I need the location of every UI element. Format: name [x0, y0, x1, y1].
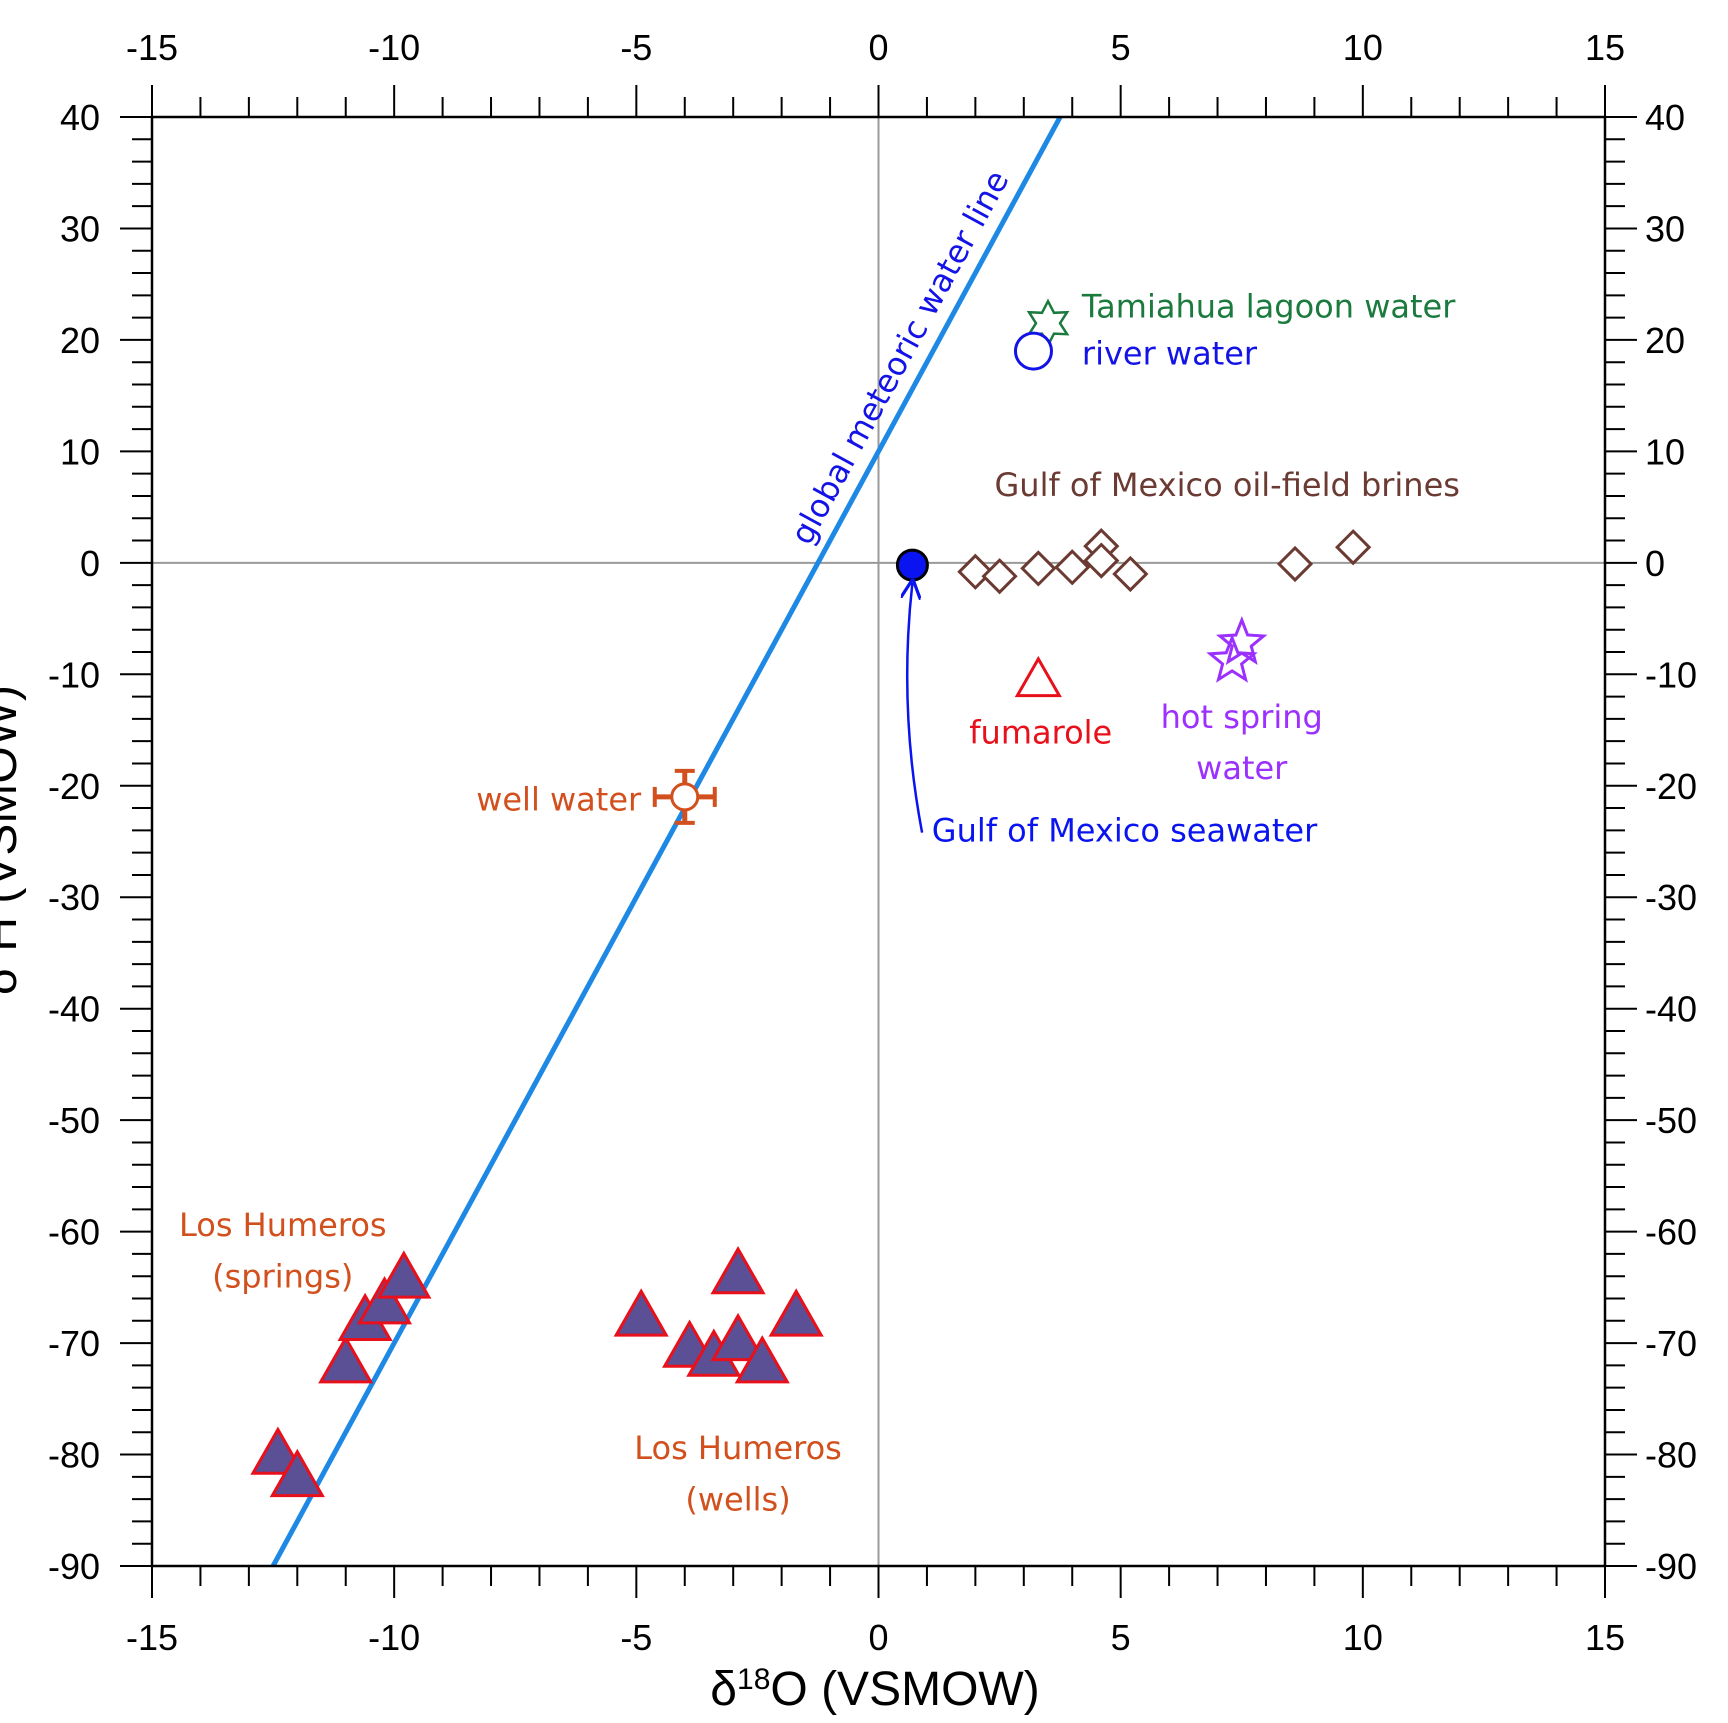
y-tick-label-left: 20 — [60, 320, 100, 361]
x-tick-label-top: 5 — [1111, 27, 1131, 68]
y-tick-label-right: -80 — [1645, 1435, 1697, 1476]
humeros_springs-point — [356, 1276, 413, 1325]
humeros_wells-point — [734, 1335, 790, 1384]
y-tick-label-right: -20 — [1645, 766, 1697, 807]
well-label: well water — [476, 780, 642, 818]
gmwl-label: global meteoric water line — [783, 164, 1017, 551]
y-tick-label-right: 30 — [1645, 208, 1685, 249]
y-tick-label-left: -90 — [48, 1546, 100, 1587]
well-point — [670, 782, 700, 812]
y-tick-label-right: -30 — [1645, 877, 1697, 918]
y-tick-label-left: -40 — [48, 989, 100, 1030]
springs2-label: (springs) — [212, 1257, 353, 1295]
x-tick-label-top: 15 — [1585, 27, 1625, 68]
y-tick-label-right: -60 — [1645, 1212, 1697, 1253]
wells1-label: Los Humeros — [634, 1429, 842, 1467]
humeros_wells-point — [768, 1288, 824, 1337]
brines-point — [981, 558, 1018, 595]
hotspring2-label: water — [1196, 749, 1288, 787]
x-tick-label-bottom: 0 — [868, 1617, 888, 1658]
river-label: river water — [1082, 334, 1258, 372]
fumarole-point — [1014, 655, 1062, 698]
humeros_wells-point — [710, 1245, 766, 1295]
brines-point — [1276, 545, 1314, 583]
x-tick-label-bottom: -5 — [620, 1617, 652, 1658]
x-tick-label-top: -10 — [368, 27, 420, 68]
y-tick-label-left: -80 — [48, 1435, 100, 1476]
y-tick-label-left: -50 — [48, 1100, 100, 1141]
markers-layer — [250, 298, 1372, 1498]
y-tick-label-right: -40 — [1645, 989, 1697, 1030]
y-tick-label-left: -30 — [48, 877, 100, 918]
y-tick-label-right: -50 — [1645, 1100, 1697, 1141]
springs1-label: Los Humeros — [179, 1206, 387, 1244]
y-tick-label-right: 10 — [1645, 431, 1685, 472]
y-tick-label-left: -60 — [48, 1212, 100, 1253]
humeros_wells-point — [613, 1288, 669, 1337]
brines-label: Gulf of Mexico oil-field brines — [994, 466, 1459, 504]
fumarole-label: fumarole — [969, 713, 1112, 751]
x-tick-label-top: -5 — [620, 27, 652, 68]
x-tick-label-bottom: 10 — [1343, 1617, 1383, 1658]
y-axis-title-rest: H (VSMOW) — [0, 685, 27, 952]
y-tick-label-right: -70 — [1645, 1323, 1697, 1364]
x-tick-label-bottom: 5 — [1111, 1617, 1131, 1658]
x-axis-title-delta: δ — [710, 1663, 737, 1716]
y-tick-label-right: 40 — [1645, 97, 1685, 138]
y-axis-title: δ2H (VSMOW) — [0, 685, 27, 995]
seawater-arrow — [907, 583, 924, 833]
y-tick-label-left: 40 — [60, 97, 100, 138]
y-tick-label-left: -10 — [48, 654, 100, 695]
x-tick-label-top: 10 — [1343, 27, 1383, 68]
y-tick-label-right: -10 — [1645, 654, 1697, 695]
y-tick-label-left: -70 — [48, 1323, 100, 1364]
brines-point — [1335, 529, 1372, 566]
lagoon-label: Tamiahua lagoon water — [1081, 288, 1456, 326]
y-axis-title-sup: 2 — [0, 952, 7, 969]
x-tick-label-bottom: -10 — [368, 1617, 420, 1658]
y-tick-label-left: 10 — [60, 431, 100, 472]
x-tick-label-bottom: -15 — [126, 1617, 178, 1658]
x-tick-label-top: -15 — [126, 27, 178, 68]
brines-point — [1083, 542, 1120, 579]
seawater-point — [895, 548, 929, 582]
river-point — [1013, 331, 1053, 371]
y-tick-label-right: -90 — [1645, 1546, 1697, 1587]
hotspring1-label: hot spring — [1161, 698, 1323, 736]
seawater-label: Gulf of Mexico seawater — [932, 812, 1318, 850]
zero-lines-layer — [152, 117, 1605, 1566]
wells2-label: (wells) — [685, 1480, 790, 1518]
x-axis-title-sup: 18 — [737, 1663, 770, 1696]
brines-point — [1020, 550, 1057, 587]
x-tick-label-top: 0 — [868, 27, 888, 68]
y-tick-label-right: 0 — [1645, 543, 1665, 584]
humeros_springs-point — [269, 1448, 325, 1498]
humeros_springs-point — [376, 1250, 432, 1299]
hotspring-point — [1206, 633, 1258, 683]
y-tick-label-left: 0 — [80, 543, 100, 584]
y-tick-label-left: 30 — [60, 208, 100, 249]
y-tick-label-left: -20 — [48, 766, 100, 807]
x-axis-title-rest: O (VSMOW) — [770, 1663, 1039, 1716]
humeros_wells-point — [710, 1312, 766, 1362]
brines-point — [1054, 549, 1091, 586]
gmwl-layer — [270, 117, 1063, 1566]
y-tick-label-right: 20 — [1645, 320, 1685, 361]
x-axis-title: δ18O (VSMOW) — [710, 1663, 1039, 1717]
x-tick-label-bottom: 15 — [1585, 1617, 1625, 1658]
brines-point — [1112, 555, 1149, 593]
y-axis-title-delta: δ — [0, 968, 27, 995]
gmwl-line — [270, 117, 1063, 1566]
brines-point — [957, 553, 994, 590]
humeros_springs-point — [318, 1335, 374, 1384]
hotspring-point — [1216, 615, 1268, 666]
